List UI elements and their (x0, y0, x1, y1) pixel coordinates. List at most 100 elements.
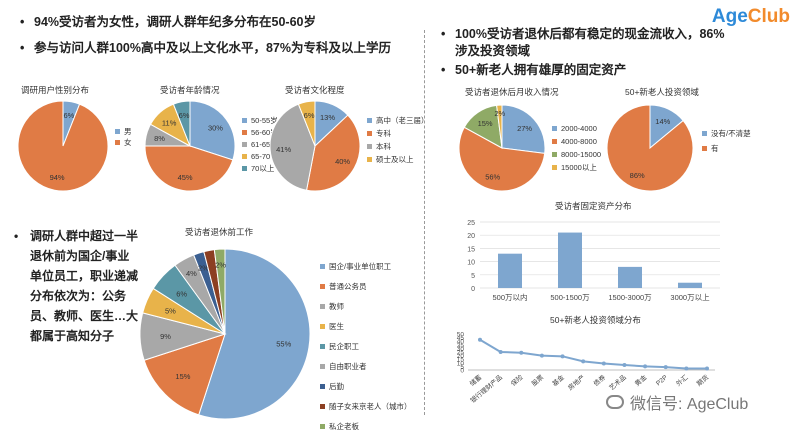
slice-label: 2% (494, 109, 505, 118)
bar (498, 253, 522, 288)
legend-swatch (367, 118, 372, 123)
legend-label: 4000-8000 (561, 137, 597, 146)
legend-label: 随子女来京老人（城市） (329, 401, 412, 411)
legend-item: 民企职工 (320, 336, 412, 356)
legend-swatch (320, 423, 325, 429)
legend-swatch (552, 165, 557, 170)
legend-label: 专科 (376, 129, 391, 138)
legend-swatch (552, 139, 557, 144)
legend-label: 有 (711, 144, 719, 153)
legend-item: 国企/事业单位职工 (320, 256, 412, 276)
legend-item: 56-60岁 (242, 126, 278, 138)
legend-swatch (367, 144, 372, 149)
y-tick-label: 15 (457, 357, 465, 364)
section-divider (424, 30, 425, 415)
slice-label: 11% (162, 118, 177, 127)
slice-label: 40% (335, 157, 350, 166)
pie-slice (17, 100, 109, 192)
pie-svg: 55%15%9%5%6%4%2% 2% (139, 248, 311, 420)
legend: 男女 (115, 126, 132, 148)
pie-chart-gender: 调研用户性别分布 6% 94% 男女 (15, 78, 145, 198)
line-svg: 05101520253035404550储蓄银行理财产品 保险 股票 基金 房地产 债券艺… (457, 332, 715, 405)
slice-label: 4% (186, 269, 197, 278)
pie-slice (496, 104, 503, 149)
y-tick-label: 5 (460, 364, 464, 371)
legend-label: 女 (124, 138, 132, 147)
y-tick-label: 5 (471, 273, 475, 280)
line-series (479, 338, 707, 370)
legend-label: 教师 (329, 301, 344, 311)
slice-label: 30% (208, 123, 223, 132)
pie-chart-age: 受访者年龄情况 30% 45% 8% 11% 6% 50-55岁 56-60岁 61-65岁 65… (130, 78, 280, 198)
chart-title: 受访者年龄情况 (160, 85, 220, 95)
bar (558, 232, 582, 288)
pie-slice (198, 248, 311, 420)
wechat-watermark: 微信号: AgeClub (606, 390, 748, 414)
pie-chart-education: 受访者文化程度 13% 40% 41% 6% 高中（老三届） 专科 本科 硕士及以上 (255, 78, 429, 198)
legend-swatch (242, 165, 247, 171)
x-tick-label: 3000万以上 (670, 293, 710, 302)
y-tick-label: 15 (467, 246, 475, 253)
legend-swatch (242, 129, 247, 135)
legend: 2000-4000 4000-8000 8000-15000 15000以上 (552, 122, 601, 174)
chart-title: 受访者文化程度 (285, 85, 345, 95)
legend-swatch (320, 343, 325, 349)
slice-label: 45% (178, 173, 193, 182)
pie-svg: 13% 40% 41% 6% (269, 100, 361, 192)
slice-label: 5% (165, 306, 176, 315)
legend-swatch (367, 131, 372, 136)
line-point (684, 366, 689, 371)
pie-slice (189, 100, 236, 161)
bar-chart-assets: 受访者固定资产分布 0 5 10 15 20 25 500万以内 500-1500万 1500-3… (450, 200, 740, 310)
legend-swatch (702, 146, 707, 151)
legend-label: 56-60岁 (251, 127, 278, 137)
line-point (705, 366, 709, 371)
legend-item: 自由职业者 (320, 356, 412, 376)
y-tick-label: 45 (457, 335, 465, 342)
slice-label: 6% (304, 111, 315, 120)
legend-item: 有 (702, 141, 754, 156)
chart-title: 受访者退休后月收入情况 (465, 87, 559, 97)
pie-chart-occupation: 受访者退休前工作 55% 15% 9% 5% 6% 4% 2% 2% 国企/事业单位职工 普通公务员… (130, 224, 425, 431)
legend-item: 硕士及以上 (367, 153, 429, 166)
x-tick-label: 股票 (530, 373, 545, 388)
legend-item: 专科 (367, 127, 429, 140)
line-point (643, 364, 648, 369)
pie-svg: 27% 56% 15%2% (458, 104, 546, 192)
x-tick-label: 500-1500万 (550, 293, 590, 302)
legend-item: 后勤 (320, 376, 412, 396)
legend-item: 女 (115, 137, 132, 148)
legend-item: 随子女来京老人（城市） (320, 396, 412, 416)
wechat-icon (606, 395, 624, 409)
x-tick-label: 500万以内 (492, 292, 527, 302)
pie-slice (172, 100, 191, 147)
legend-label: 医生 (329, 321, 344, 331)
legend-label: 15000以上 (561, 163, 597, 172)
legend-label: 65-70 (251, 151, 271, 161)
y-tick-label: 0 (471, 286, 475, 293)
legend-item: 医生 (320, 316, 412, 336)
pie-slice (458, 126, 546, 192)
x-tick-label: 1500-3000万 (608, 293, 652, 302)
legend-swatch (320, 383, 325, 389)
legend-label: 后勤 (329, 381, 344, 391)
slice-label: 27% (517, 124, 532, 133)
x-tick-label: 储蓄 (468, 372, 484, 388)
y-tick-label: 30 (457, 346, 465, 353)
chart-title: 受访者退休前工作 (185, 227, 254, 237)
legend-item: 男 (115, 126, 132, 137)
chart-title: 50+新老人投资领域 (625, 87, 699, 97)
legend-swatch (320, 403, 325, 409)
line-point (622, 362, 627, 367)
occupation-summary-text: • 调研人群中超过一半退休前为国企/事业单位员工，职业递减分布依次为：公务员、教师… (14, 229, 139, 343)
legend-item: 普通公务员 (320, 276, 412, 296)
pie-slice (297, 100, 316, 147)
legend-swatch (552, 126, 557, 131)
bullet-income: • 100%受访者退休后都有稳定的现金流收入，86%涉及投资领域 (441, 27, 725, 58)
slice-label: 8% (154, 134, 165, 143)
y-tick-label: 0 (460, 368, 464, 375)
slice-label: 56% (485, 173, 500, 182)
pie-svg: 6% 94% (17, 100, 109, 192)
legend-label: 男 (124, 127, 132, 136)
legend-item: 本科 (367, 140, 429, 153)
